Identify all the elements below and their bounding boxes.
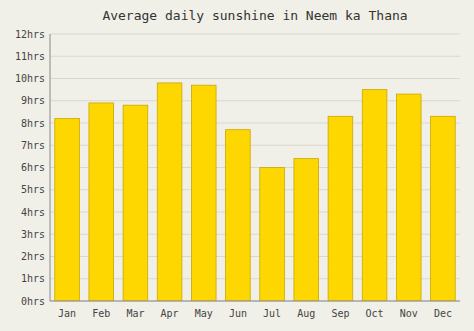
y-tick-label: 1hrs xyxy=(21,273,45,284)
x-tick-label: Jun xyxy=(229,308,247,319)
grid-line xyxy=(50,34,460,35)
x-tick-label: Sep xyxy=(331,308,349,319)
bar xyxy=(191,85,216,301)
chart-container: Average daily sunshine in Neem ka Thana 0… xyxy=(0,0,474,331)
grid-line xyxy=(50,301,460,302)
grid-line xyxy=(50,56,460,57)
bar xyxy=(157,83,182,301)
bar xyxy=(55,119,80,301)
bar xyxy=(226,130,251,301)
bar xyxy=(431,116,456,301)
y-tick-label: 8hrs xyxy=(21,118,45,129)
bar xyxy=(328,116,353,301)
x-axis-line xyxy=(50,301,460,302)
x-tick-label: Dec xyxy=(434,308,452,319)
x-tick-label: Apr xyxy=(161,308,179,319)
y-tick-label: 12hrs xyxy=(15,29,45,40)
y-tick-label: 4hrs xyxy=(21,207,45,218)
y-tick-label: 2hrs xyxy=(21,251,45,262)
bar xyxy=(123,105,148,301)
grid xyxy=(50,34,460,301)
x-tick-label: Feb xyxy=(92,308,110,319)
x-tick-label: Jan xyxy=(58,308,76,319)
y-tick-label: 9hrs xyxy=(21,95,45,106)
y-tick-label: 7hrs xyxy=(21,140,45,151)
y-axis-line xyxy=(50,34,51,301)
bar xyxy=(89,103,114,301)
x-tick-label: Oct xyxy=(366,308,384,319)
y-tick-label: 3hrs xyxy=(21,229,45,240)
x-tick-label: Aug xyxy=(297,308,315,319)
x-tick-label: May xyxy=(195,308,213,319)
bar xyxy=(260,168,285,302)
y-tick-label: 11hrs xyxy=(15,51,45,62)
y-tick-label: 10hrs xyxy=(15,73,45,84)
bar xyxy=(362,90,387,301)
y-tick-label: 5hrs xyxy=(21,184,45,195)
chart: Average daily sunshine in Neem ka Thana 0… xyxy=(0,0,474,331)
x-tick-label: Mar xyxy=(126,308,144,319)
grid-line xyxy=(50,78,460,79)
title: Average daily sunshine in Neem ka Thana xyxy=(102,8,407,23)
x-tick-label: Nov xyxy=(400,308,418,319)
bar xyxy=(294,159,319,301)
y-tick-label: 6hrs xyxy=(21,162,45,173)
x-tick-label: Jul xyxy=(263,308,281,319)
y-tick-label: 0hrs xyxy=(21,296,45,307)
bars xyxy=(55,83,455,301)
bar xyxy=(396,94,421,301)
